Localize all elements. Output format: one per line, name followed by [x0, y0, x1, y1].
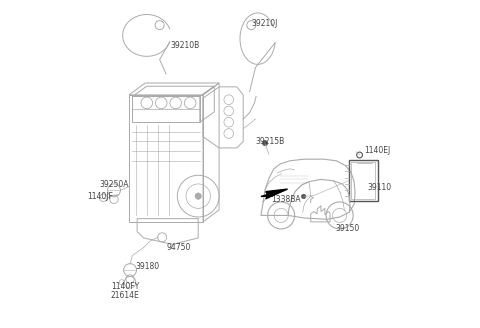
Polygon shape: [261, 189, 288, 199]
Text: 39210B: 39210B: [171, 41, 200, 50]
Text: 21614E: 21614E: [111, 291, 140, 300]
Text: 1338BA: 1338BA: [272, 195, 301, 204]
Text: 39215B: 39215B: [255, 137, 285, 146]
Circle shape: [263, 140, 268, 146]
Text: 1140FY: 1140FY: [111, 282, 139, 291]
Text: 1140EJ: 1140EJ: [364, 146, 390, 155]
Text: 39250A: 39250A: [99, 180, 129, 189]
Circle shape: [195, 193, 202, 199]
Text: 39150: 39150: [336, 224, 360, 233]
Circle shape: [357, 152, 362, 158]
Circle shape: [301, 194, 306, 199]
Text: 39180: 39180: [135, 262, 160, 271]
Text: 94750: 94750: [166, 243, 191, 252]
Text: 1140JF: 1140JF: [87, 192, 113, 201]
Text: 39210J: 39210J: [251, 19, 277, 28]
Text: 39110: 39110: [367, 183, 391, 192]
